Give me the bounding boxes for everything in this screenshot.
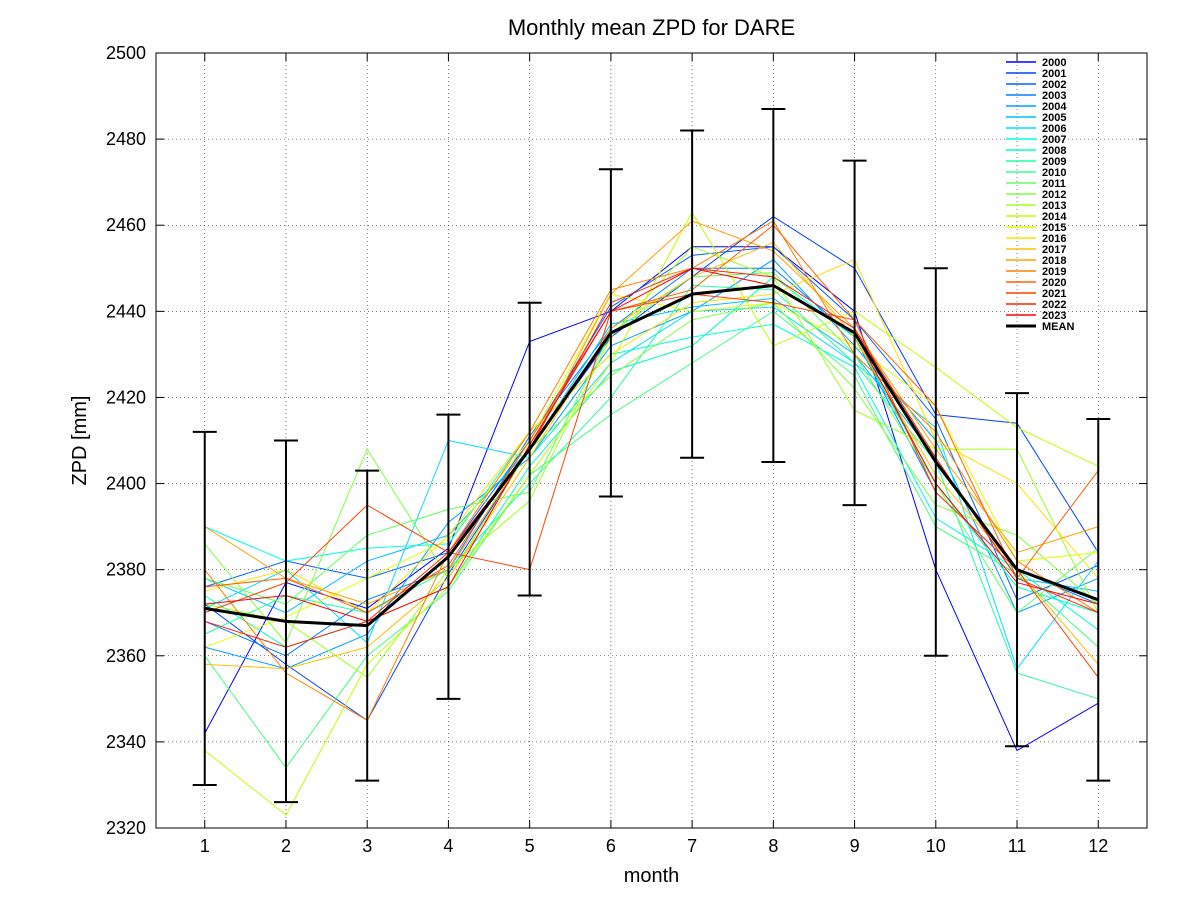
xtick-label: 10 bbox=[926, 836, 946, 856]
xtick-label: 3 bbox=[362, 836, 372, 856]
chart-container: 1234567891011122320234023602380240024202… bbox=[0, 0, 1201, 901]
ytick-label: 2440 bbox=[106, 301, 146, 321]
ytick-label: 2380 bbox=[106, 560, 146, 580]
xtick-label: 9 bbox=[850, 836, 860, 856]
chart-background bbox=[0, 0, 1201, 901]
ytick-label: 2480 bbox=[106, 129, 146, 149]
chart-svg: 1234567891011122320234023602380240024202… bbox=[0, 0, 1201, 901]
chart-title: Monthly mean ZPD for DARE bbox=[508, 15, 795, 40]
ytick-label: 2400 bbox=[106, 474, 146, 494]
xtick-label: 4 bbox=[443, 836, 453, 856]
xtick-label: 1 bbox=[200, 836, 210, 856]
ytick-label: 2360 bbox=[106, 646, 146, 666]
xtick-label: 5 bbox=[525, 836, 535, 856]
ytick-label: 2420 bbox=[106, 387, 146, 407]
xtick-label: 12 bbox=[1088, 836, 1108, 856]
xtick-label: 2 bbox=[281, 836, 291, 856]
y-axis-label: ZPD [mm] bbox=[69, 396, 91, 486]
x-axis-label: month bbox=[624, 865, 680, 887]
xtick-label: 11 bbox=[1008, 836, 1027, 856]
legend-label: MEAN bbox=[1042, 321, 1074, 333]
xtick-label: 7 bbox=[687, 836, 697, 856]
ytick-label: 2500 bbox=[106, 43, 146, 63]
ytick-label: 2340 bbox=[106, 732, 146, 752]
ytick-label: 2460 bbox=[106, 215, 146, 235]
ytick-label: 2320 bbox=[106, 818, 146, 838]
xtick-label: 6 bbox=[606, 836, 616, 856]
xtick-label: 8 bbox=[768, 836, 778, 856]
